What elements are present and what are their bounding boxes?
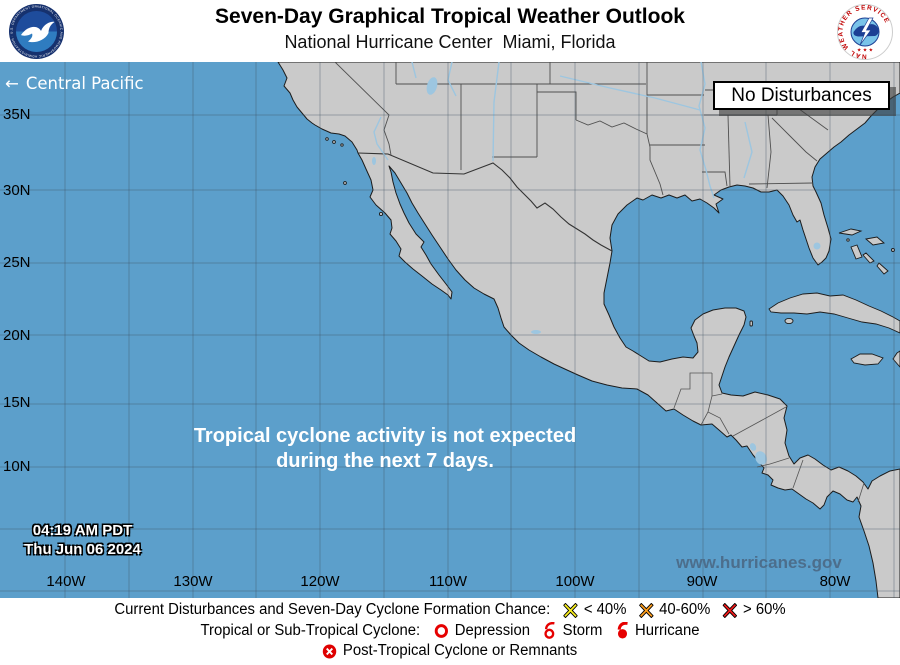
chance-med-label: 40-60%	[659, 601, 711, 618]
island-bahamas	[862, 252, 875, 264]
svg-text:★ ★ ★: ★ ★ ★	[857, 48, 874, 54]
lat-label-35n: 35N	[3, 106, 31, 123]
land-north-america	[277, 62, 900, 598]
storm-icon	[543, 621, 557, 641]
island-channel	[340, 143, 344, 147]
river	[411, 62, 417, 79]
chance-med-x-icon	[638, 602, 654, 618]
river	[447, 62, 457, 97]
lat-label-15n: 15N	[3, 394, 31, 411]
river-colorado	[373, 116, 389, 161]
outlook-message: Tropical cyclone activity is not expecte…	[155, 424, 615, 474]
lat-label-30n: 30N	[3, 182, 31, 199]
chance-high-label: > 60%	[743, 601, 786, 618]
island-dot	[891, 248, 895, 252]
lon-label-130w: 130W	[173, 573, 213, 590]
lon-label-90w: 90W	[686, 573, 718, 590]
island-bahamas	[838, 228, 863, 236]
island-jamaica	[850, 353, 884, 366]
island-guadalupe	[343, 181, 347, 185]
nws-logo[interactable]: NATIONAL WEATHER SERVICE ★ ★ ★	[833, 0, 894, 66]
island-dot	[846, 238, 850, 242]
lake-chapala	[531, 330, 541, 334]
lake-great-salt	[426, 77, 438, 95]
border-us-mexico	[357, 152, 613, 252]
issuance-timestamp: 04:19 AM PDT Thu Jun 06 2024	[10, 521, 155, 559]
issuance-date: Thu Jun 06 2024	[24, 541, 141, 558]
river-mississippi	[698, 62, 715, 199]
depression-label: Depression	[454, 622, 531, 639]
watermark-url: www.hurricanes.gov	[676, 553, 842, 572]
lon-label-120w: 120W	[300, 573, 340, 590]
graticule	[0, 62, 900, 598]
noaa-logo-icon: NATIONAL OCEANIC AND ATMOSPHERIC ADMINIS…	[7, 0, 64, 59]
lat-label-20n: 20N	[3, 327, 31, 344]
river-arkansas	[559, 75, 701, 111]
outlook-map[interactable]: ← Central Pacific No Disturbances 35N 30N…	[0, 62, 900, 598]
legend-row-post-tropical: Post-Tropical Cyclone or Remnants	[18, 641, 882, 661]
river-rio-grande-upper	[492, 62, 500, 162]
island-bahamas	[850, 244, 863, 260]
island-channel	[332, 140, 336, 144]
lake-nicaragua	[755, 451, 767, 465]
post-tropical-icon	[323, 644, 337, 659]
formation-chance-label: Current Disturbances and Seven-Day Cyclo…	[114, 601, 551, 618]
chance-high-x-icon	[722, 602, 738, 618]
central-pacific-label: Central Pacific	[25, 74, 144, 93]
legend-row-formation-chance: Current Disturbances and Seven-Day Cyclo…	[18, 600, 882, 620]
lake-managua	[749, 443, 757, 451]
status-box: No Disturbances	[713, 81, 890, 110]
lon-label-100w: 100W	[555, 573, 595, 590]
post-tropical-label: Post-Tropical Cyclone or Remnants	[342, 642, 578, 659]
left-arrow-icon: ←	[5, 74, 19, 93]
island-cuba	[768, 292, 900, 334]
nws-logo-icon: NATIONAL WEATHER SERVICE ★ ★ ★	[833, 0, 893, 60]
noaa-logo[interactable]: NATIONAL OCEANIC AND ATMOSPHERIC ADMINIS…	[7, 0, 65, 65]
island-cozumel	[749, 320, 753, 327]
hurricane-label: Hurricane	[634, 622, 700, 639]
lake-okeechobee	[813, 242, 821, 250]
country-borders	[673, 372, 865, 503]
central-pacific-link[interactable]: ← Central Pacific	[5, 74, 144, 93]
islands	[325, 137, 900, 368]
basemap-svg	[0, 62, 900, 598]
chance-low-label: < 40%	[583, 601, 627, 618]
issuance-time: 04:19 AM PDT	[32, 522, 133, 539]
outlook-message-line1: Tropical cyclone activity is not expecte…	[193, 425, 577, 447]
lakes-rivers	[372, 62, 821, 465]
island-channel	[325, 137, 329, 141]
cyclone-types-label: Tropical or Sub-Tropical Cyclone:	[200, 622, 421, 639]
depression-icon	[434, 623, 449, 639]
page-subtitle: National Hurricane Center Miami, Florida	[284, 32, 616, 52]
island-hispaniola-tip	[892, 350, 900, 368]
island-cedros	[378, 211, 384, 217]
outlook-message-line2: during the next 7 days.	[276, 450, 494, 472]
lat-label-10n: 10N	[3, 458, 31, 475]
lake-salton	[372, 157, 376, 165]
legend-row-cyclone-types: Tropical or Sub-Tropical Cyclone: Depres…	[18, 621, 882, 641]
lon-label-140w: 140W	[46, 573, 86, 590]
page-title: Seven-Day Graphical Tropical Weather Out…	[215, 5, 685, 28]
header: NATIONAL OCEANIC AND ATMOSPHERIC ADMINIS…	[0, 0, 900, 62]
chance-low-x-icon	[563, 602, 579, 618]
lat-label-25n: 25N	[3, 254, 31, 271]
lon-label-110w: 110W	[428, 573, 468, 590]
lon-label-80w: 80W	[819, 573, 851, 590]
river-alabama	[743, 121, 753, 179]
island-bahamas	[864, 236, 886, 246]
storm-label: Storm	[562, 622, 603, 639]
island-juventud	[784, 317, 794, 325]
island-bahamas	[876, 262, 889, 275]
legend: Current Disturbances and Seven-Day Cyclo…	[0, 598, 900, 665]
hurricane-icon	[615, 621, 629, 641]
